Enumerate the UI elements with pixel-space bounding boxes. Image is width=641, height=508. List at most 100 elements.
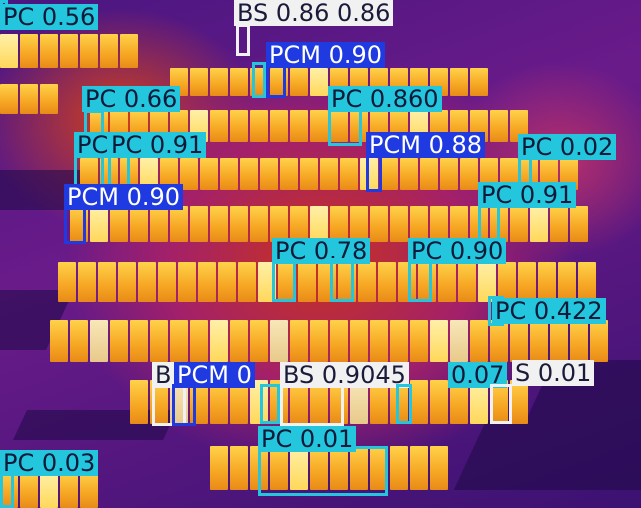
panel-cell bbox=[60, 472, 78, 508]
panel-cell bbox=[340, 158, 358, 190]
panel-cell bbox=[530, 206, 548, 242]
panel-cell bbox=[198, 262, 216, 302]
panel-cell bbox=[110, 206, 128, 242]
panel-cell bbox=[518, 262, 536, 302]
panel-cell bbox=[260, 158, 278, 190]
panel-cell bbox=[350, 320, 368, 362]
panel-cell bbox=[590, 320, 608, 362]
panel-cell bbox=[300, 158, 318, 190]
panel-cell bbox=[370, 206, 388, 242]
detection-label: PCM 0 bbox=[174, 362, 255, 388]
panel-cell bbox=[490, 380, 508, 424]
panel-cell bbox=[290, 68, 308, 96]
panel-cell bbox=[350, 446, 368, 490]
panel-cell bbox=[278, 262, 296, 302]
panel-cell bbox=[150, 206, 168, 242]
panel-cell bbox=[478, 262, 496, 302]
panel-cell bbox=[58, 262, 76, 302]
panel-cell bbox=[178, 262, 196, 302]
panel-cell bbox=[290, 206, 308, 242]
panel-cell bbox=[218, 262, 236, 302]
panel-cell bbox=[330, 206, 348, 242]
panel-cell bbox=[290, 446, 308, 490]
panel-cell bbox=[470, 320, 488, 362]
detection-box-pc bbox=[328, 108, 362, 146]
panel-cell bbox=[430, 380, 448, 424]
panel-cell bbox=[490, 320, 508, 362]
detection-box-pc bbox=[260, 384, 280, 424]
panel-cell bbox=[290, 110, 308, 142]
panel-cell bbox=[90, 206, 108, 242]
detection-box-pc bbox=[258, 446, 388, 496]
panel-cell bbox=[190, 206, 208, 242]
panel-cell bbox=[410, 446, 428, 490]
panel-cell bbox=[270, 446, 288, 490]
panel-cell bbox=[410, 380, 428, 424]
panel-cell bbox=[538, 262, 556, 302]
panel-cell bbox=[510, 320, 528, 362]
panel-cell bbox=[220, 158, 238, 190]
panel-cell bbox=[40, 34, 58, 68]
panel-cell bbox=[310, 320, 328, 362]
panel-cell bbox=[310, 68, 328, 96]
detection-label: PC 0.860 bbox=[328, 86, 442, 112]
panel-cell bbox=[420, 158, 438, 190]
detection-label: PC 0.91 bbox=[478, 182, 577, 208]
panel-cell bbox=[230, 320, 248, 362]
panel-cell bbox=[180, 158, 198, 190]
panel-cell bbox=[530, 320, 548, 362]
panel-cell bbox=[330, 446, 348, 490]
panel-row bbox=[0, 34, 140, 68]
panel-cell bbox=[458, 262, 476, 302]
detection-box-pc bbox=[252, 62, 266, 98]
detection-label: PC 0.78 bbox=[272, 238, 371, 264]
panel-cell bbox=[70, 320, 88, 362]
detection-label: PC 0.66 bbox=[82, 86, 181, 112]
panel-cell bbox=[430, 206, 448, 242]
panel-cell bbox=[510, 206, 528, 242]
panel-cell bbox=[80, 472, 98, 508]
panel-cell bbox=[20, 472, 38, 508]
panel-cell bbox=[330, 320, 348, 362]
panel-cell bbox=[98, 262, 116, 302]
detection-label: PC 0.90 bbox=[408, 238, 507, 264]
detection-box-pc bbox=[0, 472, 14, 508]
panel-cell bbox=[0, 84, 18, 114]
panel-cell bbox=[230, 206, 248, 242]
panel-cell bbox=[238, 262, 256, 302]
panel-cell bbox=[380, 158, 398, 190]
panel-cell bbox=[400, 158, 418, 190]
panel-cell bbox=[298, 262, 316, 302]
panel-cell bbox=[80, 158, 98, 190]
panel-row bbox=[0, 84, 60, 114]
panel-cell bbox=[290, 320, 308, 362]
panel-cell bbox=[370, 380, 388, 424]
panel-cell bbox=[410, 206, 428, 242]
panel-cell bbox=[270, 320, 288, 362]
panel-cell bbox=[160, 158, 178, 190]
detection-box-pcm bbox=[64, 206, 86, 244]
panel-cell bbox=[258, 262, 276, 302]
detection-label: PC 0.01 bbox=[258, 426, 357, 452]
panel-cell bbox=[230, 446, 248, 490]
panel-cell bbox=[270, 110, 288, 142]
panel-cell bbox=[190, 68, 208, 96]
panel-row bbox=[58, 262, 598, 302]
panel-cell bbox=[470, 68, 488, 96]
detection-box-bs bbox=[490, 384, 512, 424]
panel-cell bbox=[210, 446, 228, 490]
panel-row bbox=[50, 320, 610, 362]
panel-cell bbox=[40, 472, 58, 508]
panel-cell bbox=[310, 446, 328, 490]
detection-box-bs bbox=[236, 24, 250, 56]
panel-cell bbox=[350, 206, 368, 242]
panel-cell bbox=[370, 320, 388, 362]
panel-cell bbox=[310, 380, 328, 424]
panel-cell bbox=[170, 320, 188, 362]
detection-label: B bbox=[152, 362, 175, 388]
panel-cell bbox=[250, 380, 268, 424]
panel-cell bbox=[130, 320, 148, 362]
panel-cell bbox=[390, 206, 408, 242]
panel-cell bbox=[558, 262, 576, 302]
